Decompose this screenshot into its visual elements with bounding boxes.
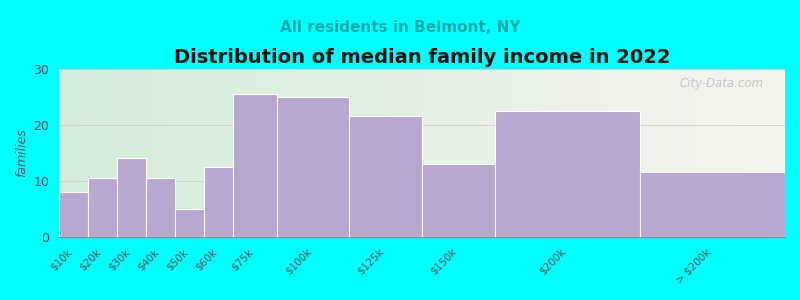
Bar <box>204 167 234 237</box>
Bar <box>277 97 350 237</box>
Bar <box>118 158 146 237</box>
Title: Distribution of median family income in 2022: Distribution of median family income in … <box>174 48 670 67</box>
Y-axis label: families: families <box>15 128 28 177</box>
Text: City-Data.com: City-Data.com <box>679 77 763 90</box>
Bar <box>234 94 277 237</box>
Text: All residents in Belmont, NY: All residents in Belmont, NY <box>280 20 520 34</box>
Bar <box>494 111 640 237</box>
Bar <box>422 164 494 237</box>
Bar <box>146 178 175 237</box>
Bar <box>59 192 88 237</box>
Bar <box>175 209 204 237</box>
Bar <box>88 178 118 237</box>
Bar <box>640 172 785 237</box>
Bar <box>350 116 422 237</box>
